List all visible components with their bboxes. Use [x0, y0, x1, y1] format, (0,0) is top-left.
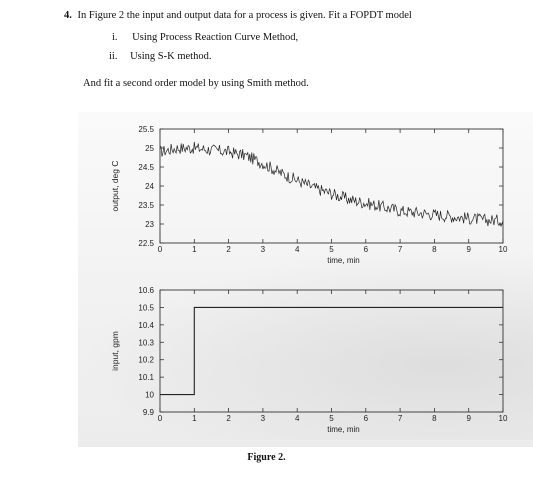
x-tick-label: 9 [466, 414, 471, 423]
x-tick-label: 10 [499, 245, 508, 254]
input-plot: 0 1 2 3 4 5 6 7 8 9 10 9.9 10 10.1 10.2 10.3 10.4 10.5 10.… [110, 286, 508, 434]
item-text: Using S-K method. [130, 51, 212, 62]
plot-frame [159, 128, 504, 244]
item-marker: ii. [109, 51, 118, 62]
y-tick-label: 23 [145, 220, 154, 229]
y-tick-label: 10.2 [138, 356, 154, 365]
question-number: 4. [64, 10, 72, 21]
figure-photo-shade [78, 250, 533, 440]
y-tick-label: 25 [145, 144, 154, 153]
question-followup: And fit a second order model by using Sm… [83, 78, 309, 89]
x-tick-label: 8 [432, 414, 437, 423]
x-tick-label: 8 [432, 245, 437, 254]
figure-photo-background [78, 112, 533, 447]
y-tick-label: 10.5 [138, 303, 154, 312]
x-tick-label: 3 [261, 245, 266, 254]
x-tick-label: 5 [329, 245, 334, 254]
y-tick-label: 22.5 [138, 239, 154, 248]
y-tick-label: 10.6 [138, 286, 154, 295]
x-tick-label: 0 [158, 414, 163, 423]
series-line [160, 306, 503, 396]
question-item-1: i. Using Process Reaction Curve Method, [112, 32, 298, 43]
y-tick-label: 10.3 [138, 338, 154, 347]
y-tick-label: 10.4 [138, 321, 154, 330]
x-tick-label: 1 [192, 414, 197, 423]
x-tick-label: 6 [364, 414, 369, 423]
x-tick-label: 6 [364, 245, 369, 254]
series-line [159, 141, 504, 228]
x-tick-label: 1 [192, 245, 197, 254]
question-text: In Figure 2 the input and output data fo… [77, 10, 412, 21]
x-tick-label: 5 [329, 414, 334, 423]
x-tick-label: 9 [466, 245, 471, 254]
question-line: 4. In Figure 2 the input and output data… [64, 10, 412, 21]
y-tick-label: 10.1 [138, 373, 154, 382]
item-text: Using Process Reaction Curve Method, [132, 32, 299, 43]
output-plot: 0 1 2 3 4 5 6 7 8 9 1022.52323.52424.52525.5time, … [110, 125, 508, 265]
question-item-2: ii. Using S-K method. [109, 51, 211, 62]
x-tick-label: 4 [295, 414, 300, 423]
y-axis-label: output, deg C [110, 160, 120, 211]
plot-frame [159, 289, 504, 413]
x-tick-label: 2 [226, 414, 231, 423]
x-axis-label: time, min [327, 256, 359, 265]
y-tick-label: 23.5 [138, 201, 154, 210]
x-axis-label: time, min [327, 425, 359, 434]
x-tick-label: 3 [261, 414, 266, 423]
x-tick-label: 7 [398, 414, 403, 423]
x-tick-label: 0 [158, 245, 163, 254]
y-axis-label: input, gpm [110, 331, 120, 371]
y-tick-label: 25.5 [138, 125, 154, 134]
x-tick-label: 10 [499, 414, 508, 423]
x-tick-label: 7 [398, 245, 403, 254]
y-tick-label: 24 [145, 182, 154, 191]
figure-caption: Figure 2. [247, 452, 286, 463]
y-tick-label: 9.9 [143, 408, 155, 417]
x-tick-label: 2 [226, 245, 231, 254]
item-marker: i. [112, 32, 118, 43]
y-tick-label: 24.5 [138, 163, 154, 172]
x-tick-label: 4 [295, 245, 300, 254]
y-tick-label: 10 [145, 391, 154, 400]
